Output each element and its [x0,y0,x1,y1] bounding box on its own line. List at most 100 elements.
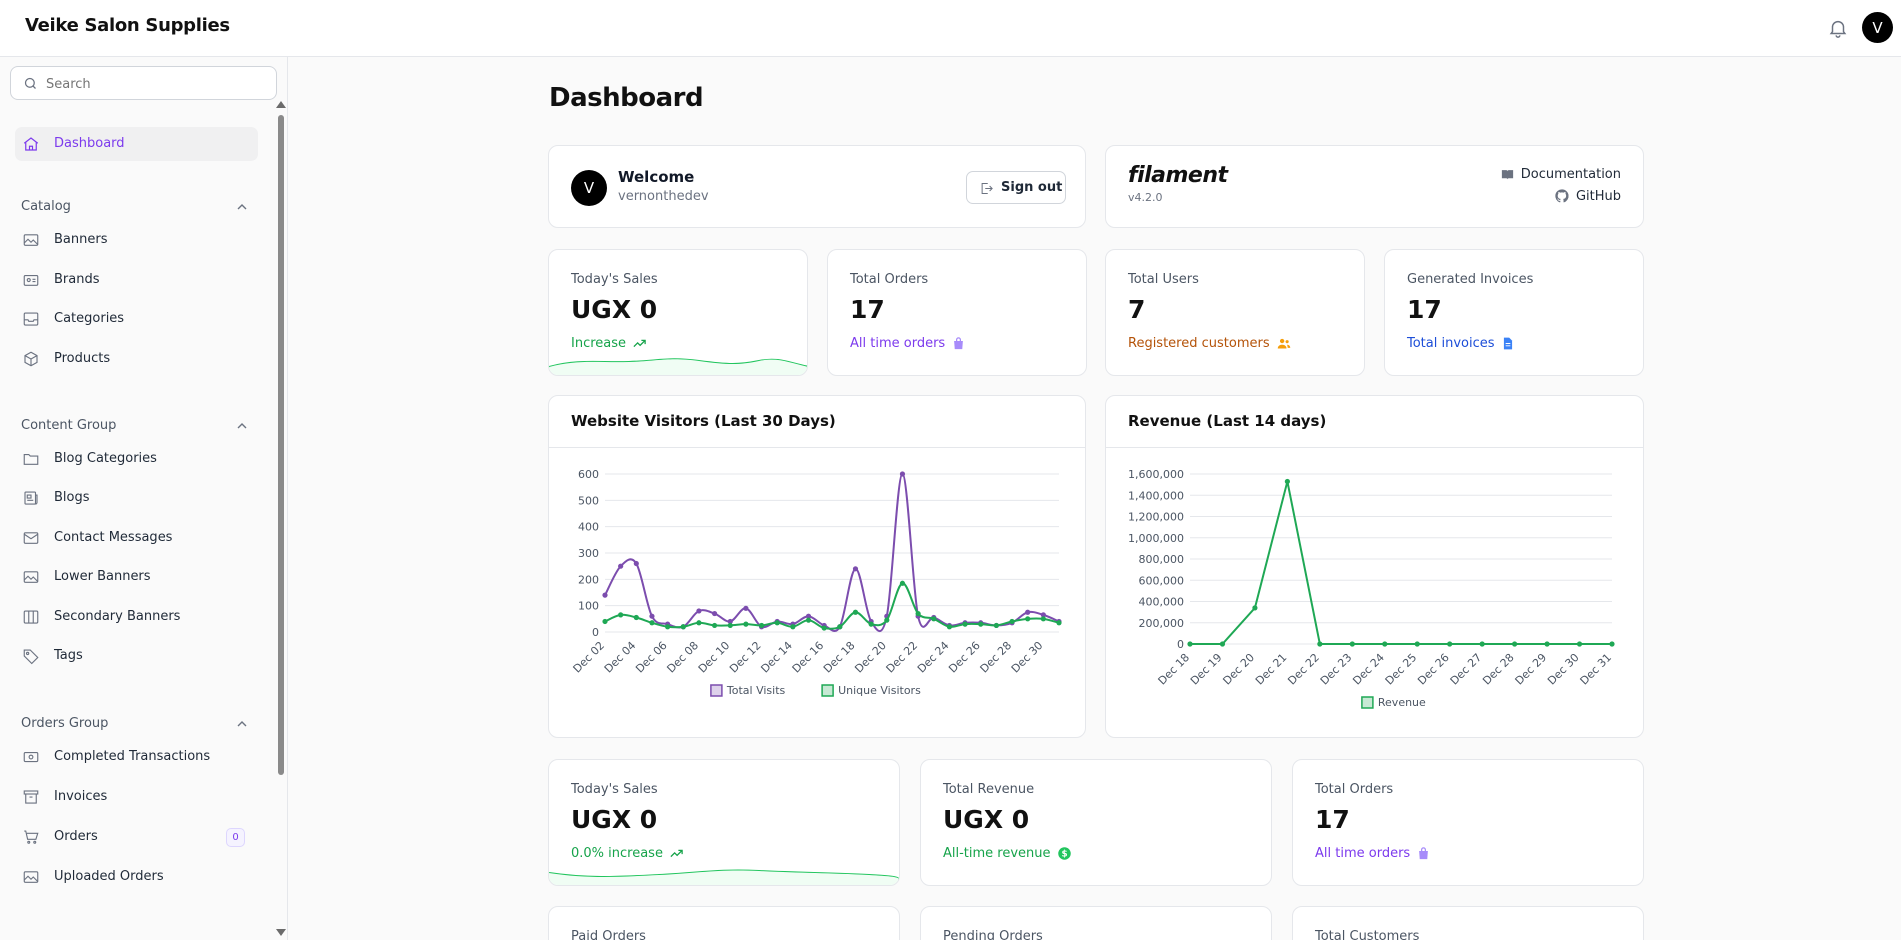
data-point [821,625,827,631]
sidebar-scrollbar[interactable] [276,101,286,937]
stat-label: Total Orders [850,272,929,287]
documentation-link[interactable]: Documentation [1500,167,1621,182]
data-point [696,608,702,614]
app-title[interactable]: Veike Salon Supplies [25,15,230,36]
x-tick-label: Dec 28 [1480,651,1517,688]
sidebar-item-brands[interactable]: Brands [15,263,258,297]
data-point [1040,612,1046,618]
sidebar-item-products[interactable]: Products [15,342,258,376]
github-link[interactable]: GitHub [1554,188,1621,204]
stat-label: Today's Sales [571,782,658,797]
shopping-cart-icon [24,830,39,844]
sidebar-item-invoices[interactable]: Invoices [15,780,258,814]
data-point [1382,641,1388,647]
github-icon [1555,189,1569,203]
legend-label: Unique Visitors [838,684,921,697]
x-tick-label: Dec 18 [821,639,858,676]
y-tick-label: 1,600,000 [1128,468,1184,481]
y-tick-label: 800,000 [1139,553,1185,566]
stat-description-text: All time orders [1315,846,1411,861]
users-icon [1277,338,1290,349]
scroll-thumb[interactable] [278,115,284,775]
data-point [1009,618,1015,625]
y-tick-label: 0 [1177,638,1184,651]
chevron-up-icon[interactable] [236,718,248,730]
logout-icon [981,183,993,194]
photo-icon [23,871,39,883]
sidebar-item-label: Brands [54,272,100,287]
sidebar-item-label: Contact Messages [54,530,173,545]
x-tick-label: Dec 20 [1220,651,1257,688]
bell-icon[interactable] [1827,17,1849,39]
data-point [852,609,859,615]
legend-swatch [710,684,723,697]
sidebar-item-uploaded-orders[interactable]: Uploaded Orders [15,860,258,894]
x-tick-label: Dec 25 [1383,651,1420,688]
sidebar-item-lower-banners[interactable]: Lower Banners [15,560,258,594]
scroll-up-arrow[interactable] [276,101,286,108]
group-label-content[interactable]: Content Group [21,418,117,433]
trending-up-icon [670,849,683,858]
top-bar: Veike Salon Supplies V [0,0,1901,57]
stat-label: Total Revenue [943,782,1035,797]
data-point [696,620,702,626]
data-point [962,621,968,627]
data-point [774,620,780,626]
sidebar-item-label: Secondary Banners [54,609,181,624]
scroll-down-arrow[interactable] [276,929,286,936]
sign-out-button[interactable]: Sign out [966,171,1066,204]
stat-label: Total Customers [1315,929,1420,940]
x-tick-label: Dec 10 [696,639,733,676]
data-point [665,624,671,630]
x-tick-label: Dec 20 [852,639,889,676]
x-tick-label: Dec 06 [633,639,670,676]
x-tick-label: Dec 02 [571,639,608,676]
data-point [1317,641,1323,647]
stat-card-paid-orders: Paid Orders [548,906,900,940]
book-icon [1501,170,1513,180]
group-label-catalog[interactable]: Catalog [21,199,71,214]
sidebar-item-label: Orders [54,829,98,844]
stat-card-generated-invoices: Generated Invoices 17 Total invoices [1384,249,1644,376]
sidebar-item-banners[interactable]: Banners [15,223,258,257]
stat-description-text: Total invoices [1407,336,1495,351]
sidebar-item-secondary-banners[interactable]: Secondary Banners [15,600,258,634]
document-icon [1503,337,1512,350]
sidebar-item-blog-categories[interactable]: Blog Categories [15,442,258,476]
chevron-up-icon[interactable] [236,201,248,213]
user-avatar[interactable]: V [1862,12,1893,43]
chart-title: Website Visitors (Last 30 Days) [571,412,836,430]
stat-description: Registered customers [1128,336,1292,351]
y-tick-label: 600 [578,468,599,481]
series-line [1190,481,1612,645]
x-tick-label: Dec 14 [758,639,795,676]
sidebar-item-orders[interactable]: Orders 0 [15,820,258,854]
search-input[interactable] [46,74,266,94]
x-tick-label: Dec 08 [664,639,701,676]
chevron-up-icon[interactable] [236,420,248,432]
group-label-orders[interactable]: Orders Group [21,716,109,731]
avatar: V [571,170,607,206]
stat-card-pending-orders: Pending Orders [920,906,1272,940]
sidebar-item-blogs[interactable]: Blogs [15,481,258,515]
sidebar-item-completed-transactions[interactable]: Completed Transactions [15,740,258,774]
sidebar-item-tags[interactable]: Tags [15,639,258,673]
stat-description: All time orders [1315,846,1431,861]
x-tick-label: Dec 04 [602,639,639,676]
data-point [633,560,639,567]
stat-label: Pending Orders [943,929,1043,940]
home-icon [23,137,39,151]
data-point [1252,605,1258,611]
sidebar-item-categories[interactable]: Categories [15,302,258,336]
x-tick-label: Dec 23 [1318,651,1355,688]
stat-value: 7 [1128,295,1146,324]
legend-label: Total Visits [726,684,786,697]
sidebar-item-dashboard[interactable]: Dashboard [15,127,258,161]
sidebar-item-label: Invoices [54,789,108,804]
data-point [790,624,796,630]
search-box[interactable] [10,66,277,100]
data-point [852,566,859,572]
stat-label: Paid Orders [571,929,646,940]
sidebar-item-contact-messages[interactable]: Contact Messages [15,521,258,555]
